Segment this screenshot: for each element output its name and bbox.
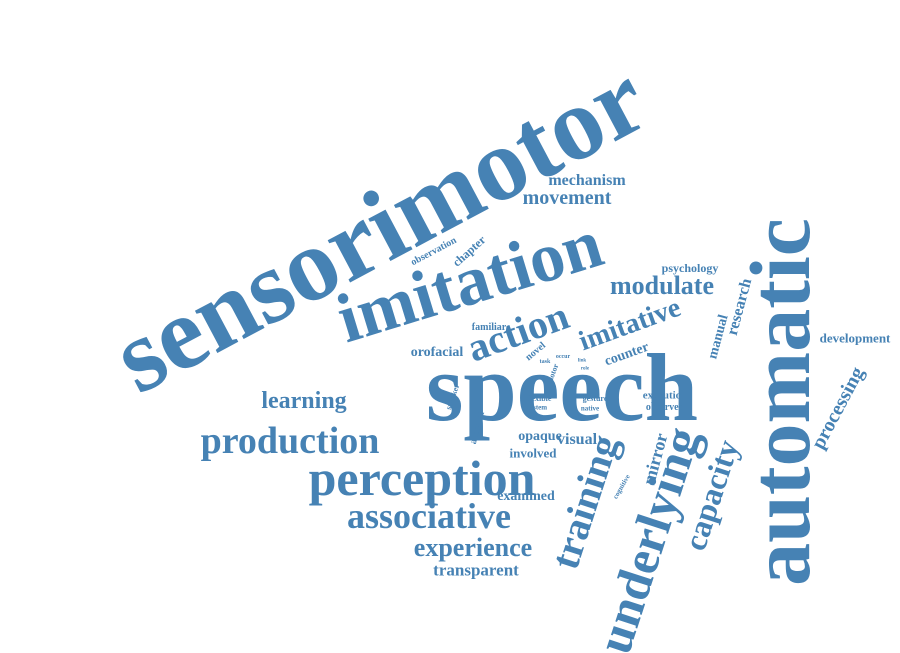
word-visual: visual: [556, 431, 598, 448]
word-execution: execution: [642, 389, 688, 402]
word-link: link: [577, 358, 587, 364]
word-mechanism: mechanism: [548, 172, 626, 189]
word-opaque: opaque: [518, 429, 562, 444]
word-learning: learning: [261, 388, 347, 414]
word-production: production: [200, 420, 380, 462]
word-occur: occur: [555, 354, 571, 360]
word-manual: manual: [705, 313, 732, 361]
word-observed: observed: [645, 402, 685, 413]
word-system: system: [526, 403, 548, 412]
word-examined: examined: [497, 489, 555, 504]
word-psychology: psychology: [661, 261, 719, 275]
word-modulate: modulate: [610, 271, 714, 300]
word-flexible: flexible: [526, 394, 552, 403]
word-native: native: [580, 404, 600, 413]
word-familiar: familiar: [471, 322, 507, 333]
word-movement: movement: [522, 187, 612, 209]
word-transparent: transparent: [433, 560, 519, 580]
word-involved: involved: [509, 445, 557, 461]
word-gesture: gesture: [582, 394, 608, 403]
word-associative: associative: [347, 496, 511, 536]
word-speech: speech: [426, 334, 698, 441]
word-automatic: automatic: [732, 218, 828, 586]
word-training: training: [541, 429, 628, 575]
word-development: development: [819, 330, 891, 346]
word-experience: experience: [413, 533, 533, 562]
word-role: role: [580, 366, 590, 372]
word-orofacial: orofacial: [410, 345, 464, 360]
word-task: task: [539, 359, 551, 365]
word-perception: perception: [308, 450, 536, 506]
